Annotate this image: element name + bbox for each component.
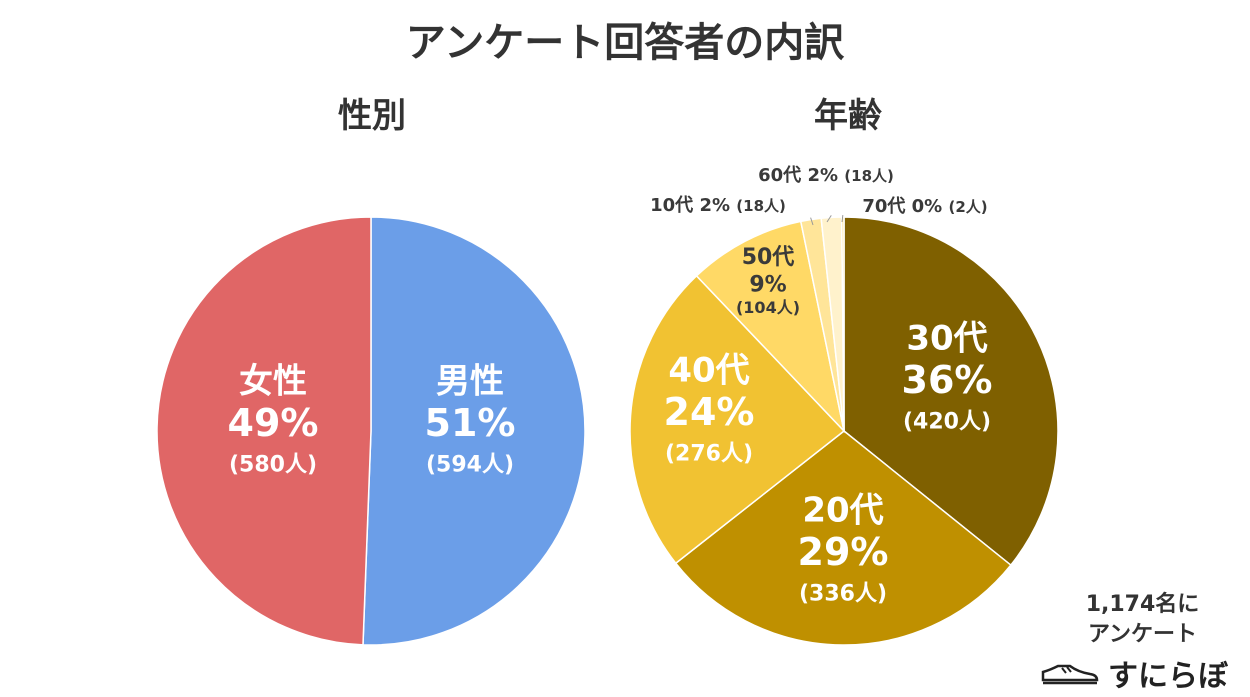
age-callout-18: 10代 2% (18人) <box>650 195 786 216</box>
survey-label: アンケート <box>1087 622 1198 647</box>
respondent-note: 1,174名に アンケート <box>1040 590 1245 650</box>
slice-count: (594人) <box>426 452 514 477</box>
slice-name: 30代 <box>906 319 987 359</box>
age-callout-2: 70代 0% (2人) <box>862 196 987 217</box>
age-label-104: 50代 9%(104人) <box>736 245 800 317</box>
slice-count: (276人) <box>665 441 753 466</box>
age-slice-276 <box>629 274 846 565</box>
brand-logo: すにらぼ <box>1040 653 1245 694</box>
age-leader-2 <box>841 214 844 223</box>
slice-count: (336人) <box>799 581 887 606</box>
slice-count: (580人) <box>229 452 317 477</box>
slice-name: 20代 <box>802 491 883 531</box>
age-slice-420 <box>843 216 1059 567</box>
slice-name: 40代 <box>668 351 749 391</box>
respondent-count: 1,174名に <box>1085 592 1200 617</box>
slice-percent: 29% <box>798 530 889 574</box>
slice-percent: 24% <box>664 390 755 434</box>
slice-percent: 51% <box>425 401 516 445</box>
slice-name: 50代 <box>742 245 795 270</box>
gender-slice-594 <box>362 216 586 646</box>
gender-slice-580 <box>156 216 372 646</box>
brand-name: すにらぼ <box>1108 659 1228 694</box>
slice-count: (104人) <box>736 298 800 317</box>
sneaker-icon <box>1041 664 1099 685</box>
slice-percent: 9% <box>749 273 786 298</box>
age-slice-104 <box>695 220 846 434</box>
age-slice-336 <box>674 430 1012 646</box>
page-title: アンケート回答者の内訳 <box>405 20 845 66</box>
slice-count: (420人) <box>903 409 991 434</box>
gender-chart-title: 性別 <box>338 96 406 136</box>
slice-name: 女性 <box>239 362 307 402</box>
slice-percent: 36% <box>902 358 993 402</box>
age-leader-18 <box>826 215 832 223</box>
age-callout-18: 60代 2% (18人) <box>758 165 894 186</box>
slice-percent: 49% <box>228 401 319 445</box>
age-chart-title: 年齢 <box>814 96 882 136</box>
slice-name: 男性 <box>436 362 504 402</box>
age-leader-18 <box>810 217 814 226</box>
